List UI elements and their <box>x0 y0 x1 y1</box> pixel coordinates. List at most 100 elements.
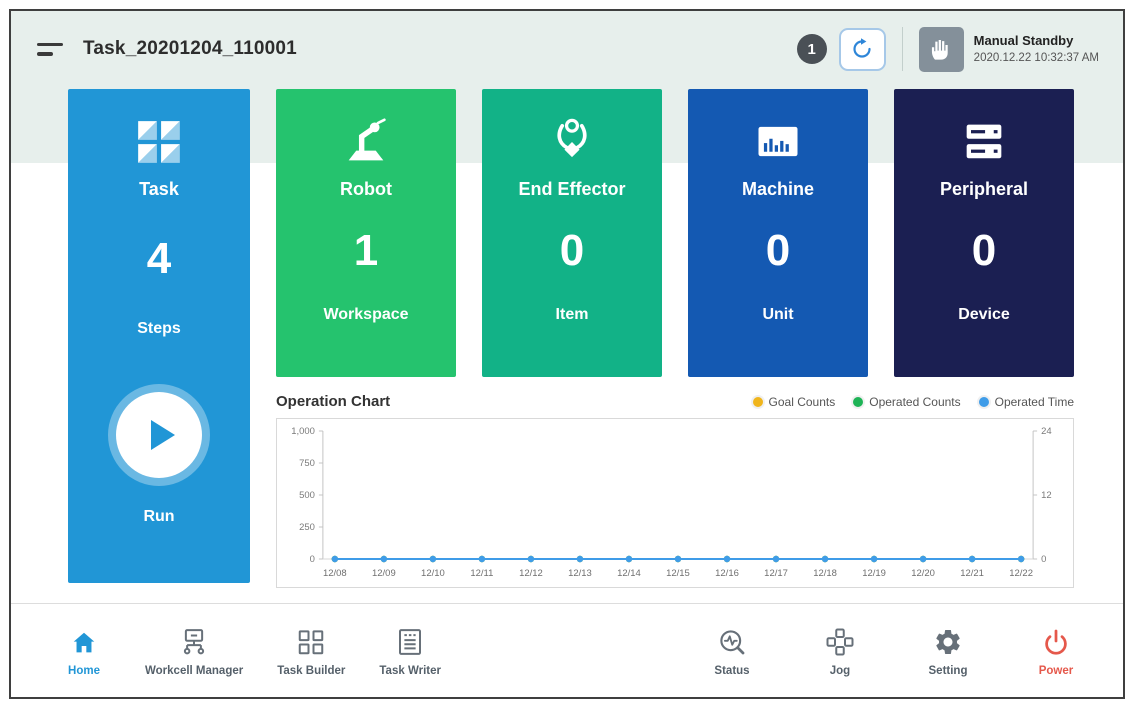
svg-text:12/18: 12/18 <box>813 568 837 579</box>
run-label: Run <box>143 508 174 526</box>
nav-item-jog[interactable]: Jog <box>813 625 867 677</box>
machine-card-label: Machine <box>742 179 814 200</box>
operation-chart: 0 250 500 750 1,000 0 12 24 12/08 12/09 12/10 12/11… <box>277 419 1073 587</box>
svg-text:250: 250 <box>299 522 315 533</box>
svg-text:12/09: 12/09 <box>372 568 396 579</box>
mode-label: Manual Standby <box>974 33 1099 49</box>
peripheral-card[interactable]: Peripheral 0 Device <box>894 89 1074 377</box>
menu-bar <box>37 52 53 56</box>
svg-text:12: 12 <box>1041 490 1052 501</box>
bottom-nav: Home Workcell Manager <box>11 603 1123 697</box>
svg-text:12/20: 12/20 <box>911 568 935 579</box>
svg-text:12/13: 12/13 <box>568 568 592 579</box>
nav-item-setting[interactable]: Setting <box>921 625 975 677</box>
mode-button[interactable] <box>919 27 964 72</box>
home-icon <box>70 625 98 657</box>
chart-header: Operation Chart Goal Counts Operated Cou… <box>276 393 1074 410</box>
svg-text:0: 0 <box>310 554 315 565</box>
robot-card-label: Robot <box>340 179 392 200</box>
chart-legend: Goal Counts Operated Counts Operated Tim… <box>753 395 1074 409</box>
refresh-icon <box>850 37 874 61</box>
peripheral-card-label: Peripheral <box>940 179 1028 200</box>
mode-status: Manual Standby 2020.12.22 10:32:37 AM <box>974 33 1099 66</box>
play-icon <box>151 420 175 450</box>
header-divider <box>902 27 903 71</box>
legend-goal-counts: Goal Counts <box>753 395 836 409</box>
svg-text:12/15: 12/15 <box>666 568 690 579</box>
hand-icon <box>928 36 955 63</box>
run-button[interactable] <box>108 384 210 486</box>
peripheral-card-value: 0 <box>972 226 996 276</box>
page-title: Task_20201204_110001 <box>83 38 297 60</box>
task-card-label: Task <box>139 179 179 200</box>
main-content: Task 4 Steps Run <box>11 87 1123 588</box>
operated-time-dot <box>979 397 989 407</box>
svg-text:1,000: 1,000 <box>291 426 315 437</box>
nav-item-power[interactable]: Power <box>1029 625 1083 677</box>
end-effector-card-value: 0 <box>560 226 584 276</box>
mode-timestamp: 2020.12.22 10:32:37 AM <box>974 51 1099 65</box>
svg-text:12/19: 12/19 <box>862 568 886 579</box>
machine-card[interactable]: Machine 0 Unit <box>688 89 868 377</box>
robot-card[interactable]: Robot 1 Workspace <box>276 89 456 377</box>
svg-text:12/22: 12/22 <box>1009 568 1033 579</box>
nav-right-group: Status Jog <box>705 625 1083 677</box>
task-card[interactable]: Task 4 Steps Run <box>68 89 250 583</box>
svg-text:750: 750 <box>299 458 315 469</box>
app-window: Task_20201204_110001 1 Manual Standby 20… <box>9 9 1125 699</box>
svg-text:12/21: 12/21 <box>960 568 984 579</box>
gear-icon <box>933 625 963 657</box>
svg-text:12/08: 12/08 <box>323 568 347 579</box>
svg-text:12/14: 12/14 <box>617 568 641 579</box>
nav-item-task-builder[interactable]: Task Builder <box>277 625 345 677</box>
svg-text:12/17: 12/17 <box>764 568 788 579</box>
header-right: 1 Manual Standby 2020.12.22 10:32:37 AM <box>797 27 1099 72</box>
robot-card-value: 1 <box>354 226 378 276</box>
status-icon <box>717 625 747 657</box>
task-writer-icon <box>395 625 425 657</box>
power-icon <box>1041 625 1071 657</box>
robot-card-sublabel: Workspace <box>323 306 408 324</box>
right-column: Robot 1 Workspace End Effector <box>276 89 1074 588</box>
nav-left-group: Home Workcell Manager <box>57 625 441 677</box>
task-card-sublabel: Steps <box>137 320 181 338</box>
end-effector-card-sublabel: Item <box>556 306 589 324</box>
menu-icon[interactable] <box>37 37 63 62</box>
task-card-value: 4 <box>147 234 171 284</box>
server-icon <box>958 113 1010 171</box>
machine-card-sublabel: Unit <box>762 306 793 324</box>
nav-item-workcell-manager[interactable]: Workcell Manager <box>145 625 243 677</box>
end-effector-card-label: End Effector <box>518 179 625 200</box>
machine-icon <box>752 113 804 171</box>
goal-counts-dot <box>753 397 763 407</box>
gripper-icon <box>546 113 598 171</box>
header: Task_20201204_110001 1 Manual Standby 20… <box>11 11 1123 87</box>
svg-text:24: 24 <box>1041 426 1052 437</box>
operated-counts-dot <box>853 397 863 407</box>
run-button-circle <box>116 392 202 478</box>
svg-text:12/10: 12/10 <box>421 568 445 579</box>
nav-item-status[interactable]: Status <box>705 625 759 677</box>
robot-arm-icon <box>340 113 392 171</box>
notification-badge[interactable]: 1 <box>797 34 827 64</box>
svg-text:12/12: 12/12 <box>519 568 543 579</box>
chart-area: 0 250 500 750 1,000 0 12 24 12/08 12/09 12/10 12/11… <box>276 418 1074 588</box>
peripheral-card-sublabel: Device <box>958 306 1010 324</box>
svg-text:12/16: 12/16 <box>715 568 739 579</box>
task-icon <box>134 113 184 171</box>
legend-operated-time: Operated Time <box>979 395 1074 409</box>
task-builder-icon <box>296 625 326 657</box>
menu-bar <box>37 43 63 47</box>
legend-operated-counts: Operated Counts <box>853 395 960 409</box>
chart-title: Operation Chart <box>276 393 390 410</box>
summary-cards: Robot 1 Workspace End Effector <box>276 89 1074 377</box>
svg-text:12/11: 12/11 <box>470 568 493 579</box>
refresh-button[interactable] <box>839 28 886 71</box>
svg-text:0: 0 <box>1041 554 1046 565</box>
nav-item-task-writer[interactable]: Task Writer <box>379 625 441 677</box>
end-effector-card[interactable]: End Effector 0 Item <box>482 89 662 377</box>
jog-dpad-icon <box>825 625 855 657</box>
nav-item-home[interactable]: Home <box>57 625 111 677</box>
workcell-manager-icon <box>179 625 209 657</box>
svg-text:500: 500 <box>299 490 315 501</box>
